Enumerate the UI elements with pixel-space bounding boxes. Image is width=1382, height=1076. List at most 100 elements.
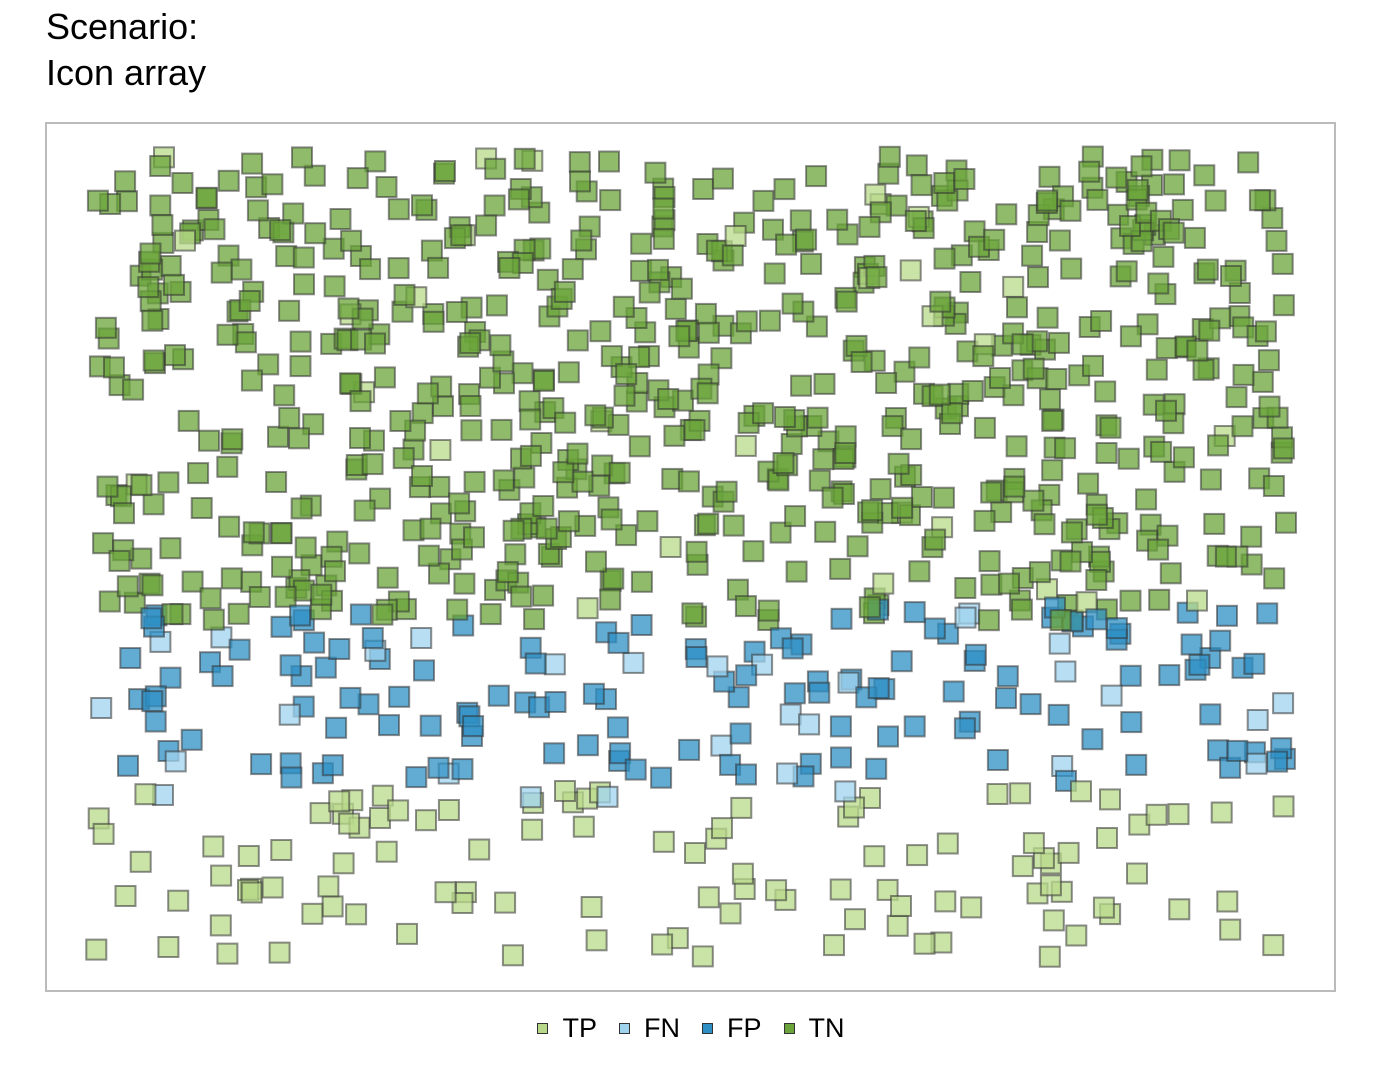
icon-tn — [908, 560, 931, 583]
icon-tn — [773, 178, 796, 201]
icon-tn — [536, 268, 559, 291]
icon-fn — [410, 627, 433, 649]
icon-tn — [364, 150, 387, 173]
icon-tn — [108, 549, 131, 572]
icon-fp — [1105, 617, 1128, 640]
icon-tn — [711, 167, 734, 190]
icon-fp — [830, 746, 852, 769]
icon-tn — [850, 351, 873, 373]
icon-tn — [1126, 178, 1149, 201]
icon-fp — [986, 749, 1009, 771]
icon-fp — [321, 754, 344, 777]
icon-tn — [532, 584, 555, 607]
icon-tn — [615, 363, 638, 386]
icon-tn — [1085, 503, 1108, 526]
icon-tn — [628, 346, 651, 369]
icon-tn — [813, 372, 836, 395]
icon-tn — [773, 406, 796, 428]
icon-fp — [462, 715, 485, 738]
icon-tn — [532, 369, 555, 392]
icon-fp — [405, 766, 428, 789]
icon-fn — [1272, 692, 1295, 715]
icon-fp — [995, 687, 1017, 710]
icon-tn — [1155, 337, 1178, 360]
icon-tp — [876, 878, 899, 901]
icon-tn — [784, 505, 807, 528]
icon-tp — [697, 886, 720, 909]
icon-tn — [608, 461, 631, 484]
icon-tn — [159, 537, 182, 560]
icon-tn — [908, 346, 931, 369]
icon-tn — [265, 471, 288, 493]
icon-tn — [290, 497, 313, 520]
icon-tn — [273, 384, 296, 407]
icon-tn — [289, 355, 312, 378]
icon-tp — [268, 941, 291, 964]
icon-tn — [1147, 272, 1170, 295]
icon-fp — [685, 646, 708, 668]
icon-tn — [141, 574, 164, 597]
icon-tn — [846, 535, 869, 558]
icon-tn — [261, 173, 284, 196]
icon-fp — [419, 714, 442, 737]
icon-tp — [174, 229, 196, 252]
icon-tn — [1010, 598, 1033, 621]
icon-tp — [1039, 874, 1062, 897]
icon-fn — [164, 750, 187, 773]
icon-tn — [670, 277, 693, 300]
icon-tn — [1048, 331, 1070, 354]
icon-tn — [387, 198, 410, 221]
icon-fn — [710, 734, 733, 757]
icon-fp — [314, 656, 337, 679]
icon-tn — [346, 167, 369, 190]
icon-tp — [114, 885, 137, 907]
icon-tn — [416, 382, 439, 405]
icon-tn — [1198, 319, 1221, 342]
icon-tn — [359, 258, 382, 281]
icon-tn — [875, 372, 898, 394]
icon-tn — [113, 502, 135, 525]
icon-tp — [659, 536, 682, 558]
icon-fp — [1243, 652, 1266, 675]
icon-fn — [776, 762, 799, 785]
icon-fp — [413, 659, 435, 682]
legend-item-tn: TN — [783, 1013, 845, 1044]
icon-tn — [241, 152, 264, 175]
icon-tn — [954, 577, 977, 599]
icon-tp — [317, 875, 340, 898]
icon-tn — [199, 587, 222, 610]
icon-fp — [1199, 703, 1222, 726]
icon-fp — [140, 607, 163, 630]
icon-tp — [468, 838, 491, 861]
icon-tn — [668, 325, 691, 348]
icon-fp — [865, 757, 888, 780]
icon-tn — [348, 542, 371, 565]
icon-tn — [677, 470, 700, 493]
icon-tn — [1003, 475, 1026, 498]
icon-tn — [151, 214, 174, 236]
icon-tn — [479, 366, 501, 389]
icon-fp — [543, 742, 566, 765]
icon-tn — [157, 471, 180, 494]
icon-tn — [227, 602, 250, 625]
icon-fp — [964, 643, 987, 666]
icon-tn — [977, 609, 1000, 632]
icon-fn — [706, 655, 729, 678]
icon-tn — [742, 540, 765, 563]
icon-tn — [142, 493, 165, 516]
icon-tn — [1039, 388, 1061, 411]
icon-tn — [1115, 260, 1138, 283]
icon-tp — [301, 902, 324, 925]
icon-tn — [602, 567, 625, 590]
icon-fp — [141, 690, 164, 713]
icon-tn — [769, 521, 792, 544]
icon-tn — [630, 232, 653, 255]
icon-tn — [983, 228, 1006, 251]
icon-tn — [1262, 475, 1285, 497]
icon-array-plot — [45, 122, 1336, 992]
icon-tp — [434, 881, 457, 904]
icon-tn — [427, 256, 450, 279]
icon-tn — [644, 161, 667, 184]
icon-fp — [576, 734, 599, 757]
icon-fp — [361, 627, 384, 649]
